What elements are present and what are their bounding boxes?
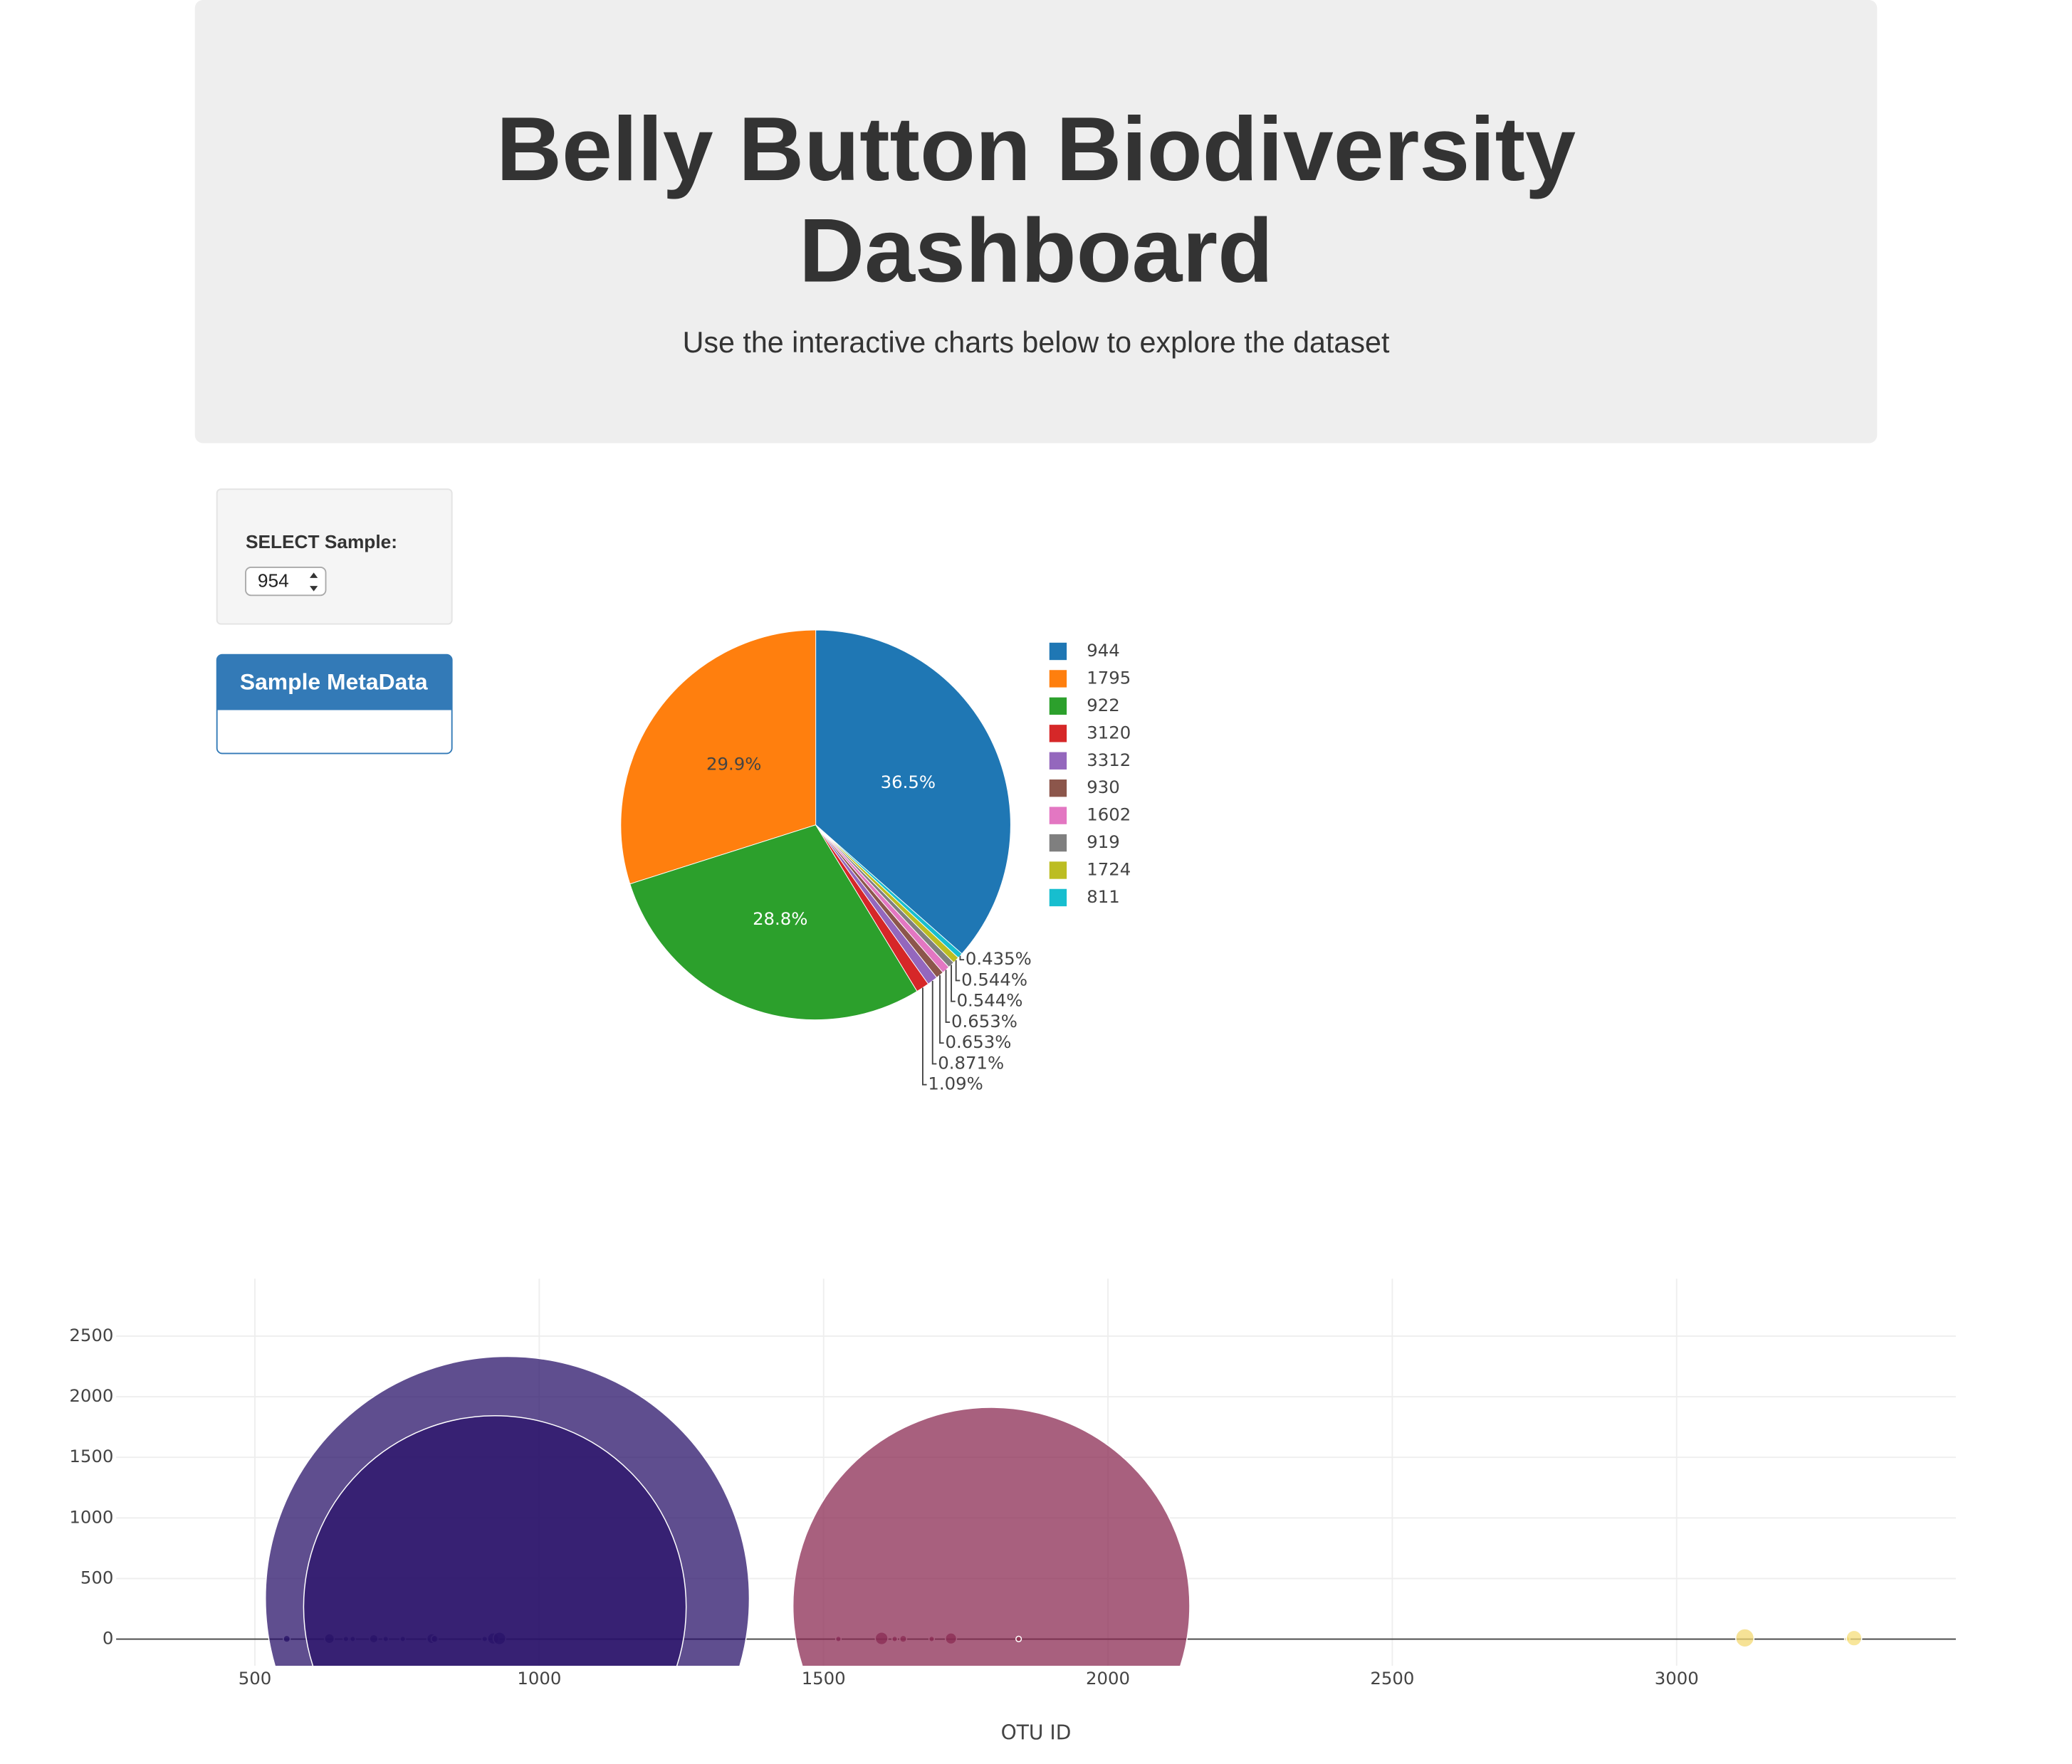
leader-line	[951, 965, 956, 1002]
x-tick-label: 500	[239, 1668, 272, 1689]
legend-label: 930	[1087, 777, 1120, 797]
legend-swatch	[1049, 888, 1067, 907]
legend-swatch	[1049, 725, 1067, 742]
slice-label: 0.544%	[961, 969, 1027, 989]
slice-label: 0.653%	[946, 1031, 1012, 1052]
bubble	[1734, 1628, 1755, 1648]
leader-line	[939, 975, 944, 1044]
pie-slice	[815, 629, 1011, 955]
y-tick-label: 2000	[69, 1385, 113, 1406]
legend-swatch	[1049, 642, 1067, 661]
selector-label: SELECT Sample:	[246, 531, 397, 552]
legend-label: 1724	[1087, 859, 1131, 880]
slice-label: 0.871%	[938, 1052, 1004, 1073]
legend-swatch	[1049, 752, 1067, 770]
legend-label: 3312	[1087, 750, 1131, 770]
jumbotron	[194, 0, 1878, 443]
metadata-title: Sample MetaData	[240, 668, 428, 694]
legend-label: 944	[1087, 640, 1120, 661]
legend-swatch	[1049, 697, 1067, 715]
metadata-heading	[216, 654, 452, 710]
x-tick-label: 1000	[517, 1668, 561, 1689]
legend-label: 1795	[1087, 667, 1131, 688]
y-tick-label: 2500	[69, 1325, 113, 1345]
leader-line	[921, 987, 927, 1086]
x-tick-label: 2000	[1086, 1668, 1130, 1689]
slice-label: 29.9%	[706, 754, 761, 775]
legend-swatch	[1049, 861, 1067, 879]
legend-label: 811	[1087, 886, 1120, 907]
sample-select[interactable]: 954	[245, 566, 327, 597]
bubble	[303, 1415, 687, 1666]
leader-line	[959, 955, 965, 961]
page-subtitle: Use the interactive charts below to expl…	[682, 325, 1390, 359]
y-tick-label: 1500	[69, 1446, 113, 1466]
legend-label: 3120	[1087, 722, 1131, 742]
select-box[interactable]	[245, 566, 327, 597]
slice-label: 36.5%	[881, 772, 936, 792]
slice-label: 0.653%	[951, 1011, 1017, 1031]
slice-label: 0.544%	[957, 990, 1023, 1011]
header-box: Belly Button Biodiversity Dashboard Use …	[195, 99, 1878, 443]
bubbles	[265, 1355, 1863, 1666]
x-tick-label: 1500	[802, 1668, 846, 1689]
x-tick-label: 2500	[1370, 1668, 1414, 1689]
legend-swatch	[1049, 670, 1067, 688]
leader-line	[945, 970, 951, 1023]
legend-swatch	[1049, 779, 1067, 797]
bubble	[792, 1407, 1191, 1666]
leader-line	[955, 960, 961, 982]
y-tick-label: 500	[80, 1567, 114, 1587]
y-tick-label: 0	[103, 1628, 114, 1649]
leader-line	[931, 980, 937, 1065]
legend-label: 919	[1087, 831, 1120, 852]
legend-swatch	[1049, 834, 1067, 852]
x-axis-title: OTU ID	[1001, 1721, 1072, 1745]
slice-label: 1.09%	[928, 1073, 983, 1094]
slice-label: 0.435%	[966, 948, 1032, 969]
header: Belly Button Biodiversity Dashboard Use …	[195, 99, 1878, 443]
legend-swatch	[1049, 807, 1067, 824]
legend-label: 922	[1087, 695, 1120, 715]
y-tick-label: 1000	[69, 1506, 113, 1527]
bubble	[1846, 1629, 1863, 1647]
select-arrows[interactable]	[310, 572, 318, 592]
select-value[interactable]: 954	[258, 569, 289, 591]
slice-label: 28.8%	[753, 908, 807, 929]
pie-slice	[620, 629, 817, 885]
bubble	[1015, 1635, 1022, 1642]
legend-label: 1602	[1087, 804, 1131, 825]
x-tick-label: 3000	[1655, 1668, 1699, 1689]
page-title: Belly Button Biodiversity Dashboard	[496, 98, 1576, 302]
selector-panel	[216, 488, 453, 625]
